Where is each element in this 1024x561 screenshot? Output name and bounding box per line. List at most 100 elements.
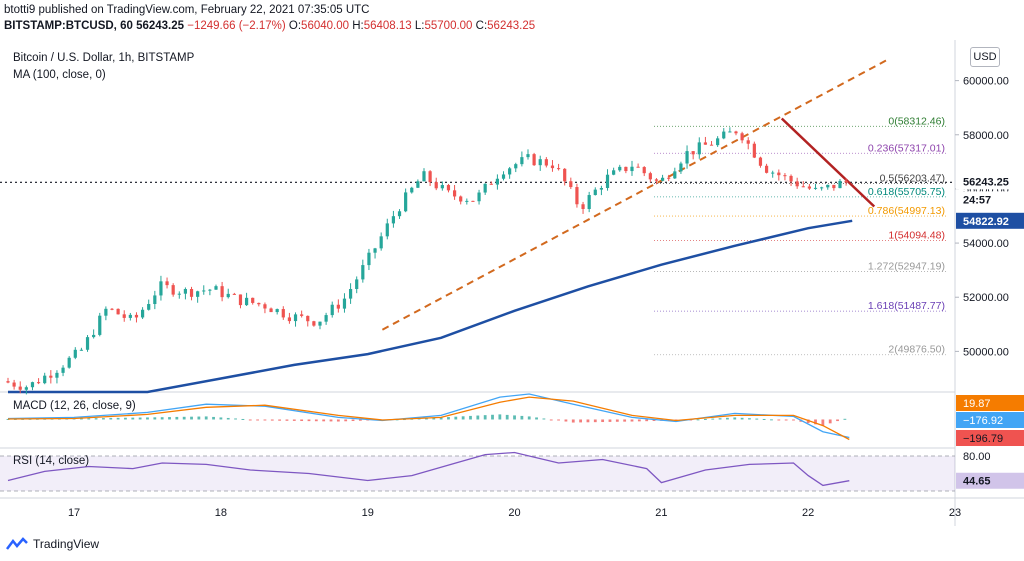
candle-body: [440, 185, 444, 189]
macd-histogram-bar: [454, 416, 458, 420]
candle-body: [183, 289, 188, 294]
fib-level-label: 0.236(57317.01): [868, 142, 945, 154]
candle-body: [716, 138, 720, 146]
macd-histogram-bar: [843, 418, 847, 420]
macd-histogram-bar: [109, 417, 113, 420]
candle-body: [422, 171, 426, 182]
candle-body: [12, 382, 16, 387]
macd-histogram-bar: [146, 417, 149, 420]
macd-histogram-bar: [314, 419, 318, 422]
macd-histogram-bar: [652, 419, 656, 422]
macd-histogram-bar: [623, 419, 627, 422]
fib-level-label: 2(49876.50): [888, 344, 945, 356]
x-tick-label: 22: [802, 507, 814, 519]
rsi-line: [7, 451, 850, 487]
macd-histogram-bar: [836, 419, 839, 422]
macd-histogram-bar: [557, 419, 560, 421]
y-tick-label: 52000.00: [963, 292, 1009, 304]
macd-histogram-bar: [770, 419, 773, 421]
candle-body: [67, 357, 71, 368]
candle-body: [397, 211, 402, 217]
macd-histogram-bar: [542, 418, 546, 420]
macd-histogram-bar: [307, 419, 311, 422]
macd-histogram-bar: [322, 419, 326, 422]
candle-body: [379, 236, 383, 249]
macd-value-tag-bg: [956, 430, 1024, 446]
macd-histogram-bar: [483, 415, 487, 420]
candle-body: [673, 171, 677, 179]
tradingview-logo[interactable]: TradingView: [6, 537, 99, 551]
candle-body: [746, 140, 750, 144]
macd-histogram-bar: [116, 417, 120, 420]
candle-body: [697, 142, 701, 155]
chart-canvas: 0(58312.46) 0.236(57317.01) 0.5(56203.47) 0…: [0, 40, 1024, 526]
macd-histogram-bar: [285, 419, 289, 421]
candle-body: [838, 180, 842, 189]
currency-button[interactable]: USD: [970, 47, 1000, 67]
close-value: 56243.25: [487, 20, 536, 32]
tradingview-logo-text: TradingView: [33, 537, 100, 551]
candle-body: [740, 133, 744, 141]
candle-body: [434, 182, 438, 189]
candle-body: [624, 166, 628, 172]
candle-body: [122, 314, 126, 318]
candle-body: [251, 297, 255, 303]
candle-body: [116, 308, 120, 315]
macd-histogram-bar: [792, 419, 795, 421]
candle-body: [844, 180, 848, 183]
tradingview-logo-icon: [6, 537, 28, 551]
ascending-trendline: [381, 58, 890, 331]
candle-body: [153, 295, 157, 305]
macd-histogram-bar: [168, 417, 171, 420]
x-tick-label: 17: [68, 507, 80, 519]
candle-body: [410, 187, 414, 193]
candle-body: [104, 308, 108, 316]
x-tick-label: 19: [362, 507, 374, 519]
candle-body: [342, 298, 347, 309]
candle-body: [495, 178, 500, 185]
candle-body: [471, 200, 475, 202]
macd-histogram-bar: [278, 419, 282, 421]
macd-value-tag-bg: [956, 395, 1024, 411]
candle-body: [618, 166, 622, 171]
candle-body: [722, 131, 726, 139]
rsi-legend: RSI (14, close): [13, 455, 90, 467]
candle-body: [556, 168, 561, 170]
candle-body: [703, 142, 708, 145]
candle-body: [758, 157, 763, 166]
current-price-tag-bg: [956, 173, 1024, 190]
macd-signal-line: [7, 396, 850, 441]
macd-histogram-bar: [469, 415, 472, 420]
candle-body: [355, 279, 359, 289]
macd-histogram-bar: [740, 417, 744, 420]
macd-histogram-bar: [806, 419, 810, 424]
macd-value-tag: 19.87: [963, 398, 991, 410]
macd-histogram-bar: [197, 416, 201, 420]
candle-body: [636, 166, 640, 168]
candle-body: [165, 281, 169, 286]
candle-body: [214, 286, 218, 290]
candle-body: [709, 144, 714, 146]
candle-body: [691, 151, 695, 155]
macd-histogram-bar: [461, 416, 465, 420]
macd-histogram-bar: [351, 419, 355, 422]
macd-histogram-bar: [828, 419, 832, 424]
y-tick-label: 60000.00: [963, 76, 1009, 88]
candle-body: [128, 314, 132, 318]
candle-body: [92, 334, 96, 338]
candle-body: [189, 289, 194, 297]
candle-body: [196, 291, 200, 297]
macd-histogram-bar: [94, 418, 98, 420]
fib-level-label: 1.618(51487.77): [868, 300, 945, 312]
macd-histogram-bar: [6, 418, 10, 420]
symbol-label: BITSTAMP:BTCUSD: [4, 20, 114, 32]
candle-body: [581, 204, 585, 210]
candle-body: [642, 167, 646, 174]
candle-body: [385, 223, 389, 237]
fib-level-label: 0.618(55705.75): [868, 186, 945, 198]
macd-histogram-bar: [601, 419, 605, 423]
macd-histogram-bar: [704, 418, 707, 420]
macd-histogram-bar: [608, 419, 612, 422]
macd-histogram-bar: [212, 416, 215, 420]
